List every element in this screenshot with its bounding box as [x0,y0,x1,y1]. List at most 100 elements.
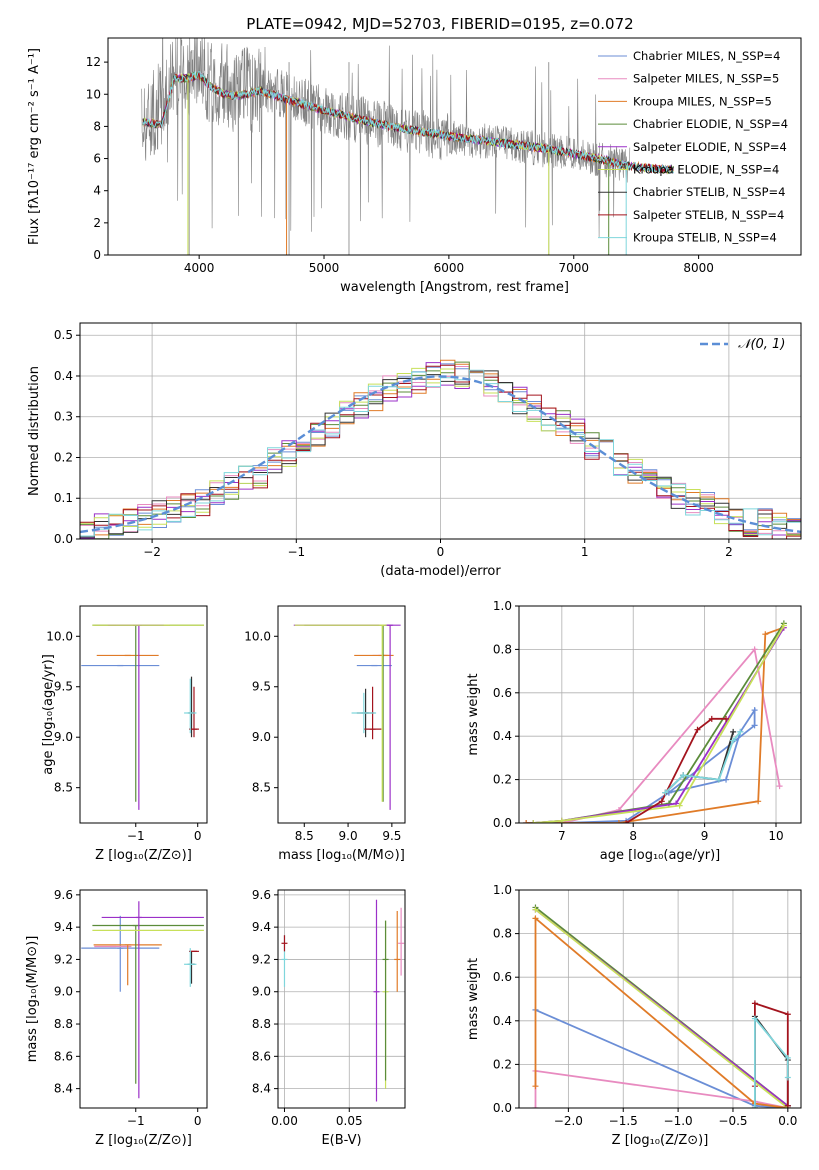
mass-weight-marker [751,1105,758,1108]
model-line [142,70,674,174]
y-tick-label: 4 [93,184,101,198]
y-tick-label: 0.8 [493,927,512,941]
y-tick-label: 9.4 [54,920,73,934]
y-tick-label: 8 [93,119,101,133]
panel-mass_vs_Z: −1 0 8.4 8.6 8.8 9.0 9.2 9.4 9.6 Z [log₁₀(Z/Z⊙)] m… [25,888,208,1148]
x-tick-label: −2 [143,545,161,559]
x-tick-label: 0.00 [271,1114,298,1128]
y-tick-label: 0.3 [54,410,73,424]
mass-weight-marker [530,820,537,823]
mass-weight-line [533,625,785,823]
y-tick-label: 8.5 [54,781,73,795]
x-tick-label: −1.0 [664,1114,693,1128]
mass-weight-marker [762,631,769,638]
mass-weight-line [534,916,788,1108]
y-tick-label: 0.8 [493,642,512,656]
plot-area [281,899,405,1102]
mass-weight-marker [676,802,683,809]
mass-weight-marker [723,715,730,722]
mass-weight-marker [615,820,622,823]
y-tick-label: 9.0 [252,730,271,744]
mass-weight-marker [751,1015,758,1022]
mass-weight-marker [780,622,787,629]
panel-residuals: −2 −1 0 1 2 0.0 0.1 0.2 0.3 0.4 0.5 (data-model)/er… [27,322,802,579]
y-axis-label: mass weight [466,673,481,755]
axes-frame [79,605,208,824]
axes-frame [518,889,802,1109]
x-axis-label: age [log₁₀(age/yr)] [600,848,721,863]
axes-frame [518,605,802,824]
x-tick-label: 4000 [184,261,215,275]
x-tick-label: 0 [194,829,202,843]
model-line [142,71,674,174]
y-axis-label: mass weight [466,958,481,1040]
mass-weight-marker [662,789,669,796]
y-tick-label: 0.4 [493,1014,512,1028]
y-tick-label: 9.0 [54,985,73,999]
y-tick-label: 9.6 [54,888,73,902]
y-tick-label: 9.2 [54,952,73,966]
y-tick-label: 10 [86,87,101,101]
y-tick-label: 8.4 [252,1082,271,1096]
y-tick-label: 0.5 [54,328,73,342]
x-tick-label: 8 [629,829,637,843]
legend-label: 𝒩(0, 1) [738,337,785,352]
plot-area [141,38,674,255]
legend-label: Chabrier STELIB, N_SSP=4 [633,185,785,199]
y-tick-label: 0 [93,248,101,262]
x-tick-label: 7 [558,829,566,843]
y-tick-label: 0.2 [54,450,73,464]
plot-area [81,624,204,810]
mass-weight-line [526,707,756,823]
y-tick-label: 0.0 [54,532,73,546]
y-tick-label: 0.2 [493,1057,512,1071]
x-tick-label: −1.5 [609,1114,638,1128]
y-tick-label: 10.0 [244,629,271,643]
x-tick-label: 1 [581,545,589,559]
mass-weight-marker [755,798,762,805]
plot-area [293,624,401,810]
gaussian-curve [80,375,801,534]
mass-weight-marker [751,646,758,653]
x-tick-label: 0.05 [336,1114,363,1128]
mass-weight-marker [784,1011,791,1018]
x-axis-label: wavelength [Angstrom, rest frame] [340,280,569,295]
mass-weight-marker [737,728,744,735]
y-axis-label: Flux [fλ10⁻¹⁷ erg cm⁻² s⁻¹ A⁻¹] [27,48,42,245]
y-tick-label: 9.2 [252,952,271,966]
panel-mass_vs_ebv: 0.00 0.05 8.4 8.6 8.8 9.0 9.2 9.4 9.6 E(B-V) [252,888,406,1148]
legend-label: Chabrier MILES, N_SSP=4 [633,49,780,63]
plot-area [523,620,787,823]
y-tick-label: 8.6 [54,1049,73,1063]
y-tick-label: 0.2 [493,773,512,787]
mass-weight-marker [751,707,758,714]
x-tick-label: 8.5 [295,829,314,843]
panel-age_vs_Z: −1 0 8.5 9.0 9.5 10.0 Z [log₁₀(Z/Z⊙)] age [log₁… [41,605,208,863]
panel-age_vs_mass: 8.5 9.0 9.5 8.5 9.0 9.5 10.0 mass [log₁₀(M/M⊙)] [244,605,406,863]
y-tick-label: 8.8 [252,1017,271,1031]
mass-weight-marker [532,1105,539,1108]
mass-weight-marker [680,772,687,779]
y-tick-label: 0.1 [54,491,73,505]
panel-massweight_vs_Z: −2.0 −1.5 −1.0 −0.5 0.0 0.0 0.2 0.4 0.6 0.8 1.0 Z [… [466,883,802,1148]
mass-weight-marker [730,728,737,735]
y-axis-label: mass [log₁₀(M/M⊙)] [25,936,40,1063]
x-tick-label: −1 [127,1114,145,1128]
x-axis-label: E(B-V) [321,1133,361,1148]
mass-weight-marker [532,906,539,913]
axes-frame [277,889,406,1109]
mass-weight-marker [751,722,758,729]
y-tick-label: 0.0 [493,1101,512,1115]
x-tick-label: −0.5 [718,1114,747,1128]
x-tick-label: 0 [194,1114,202,1128]
x-tick-label: 10 [768,829,783,843]
y-tick-label: 0.0 [493,816,512,830]
y-tick-label: 12 [86,55,101,69]
mass-weight-marker [715,776,722,783]
x-axis-label: (data-model)/error [380,564,501,579]
plot-area [532,904,791,1108]
y-tick-label: 9.0 [54,730,73,744]
y-tick-label: 9.0 [252,985,271,999]
x-tick-label: −1 [287,545,305,559]
x-tick-label: −2.0 [554,1114,583,1128]
